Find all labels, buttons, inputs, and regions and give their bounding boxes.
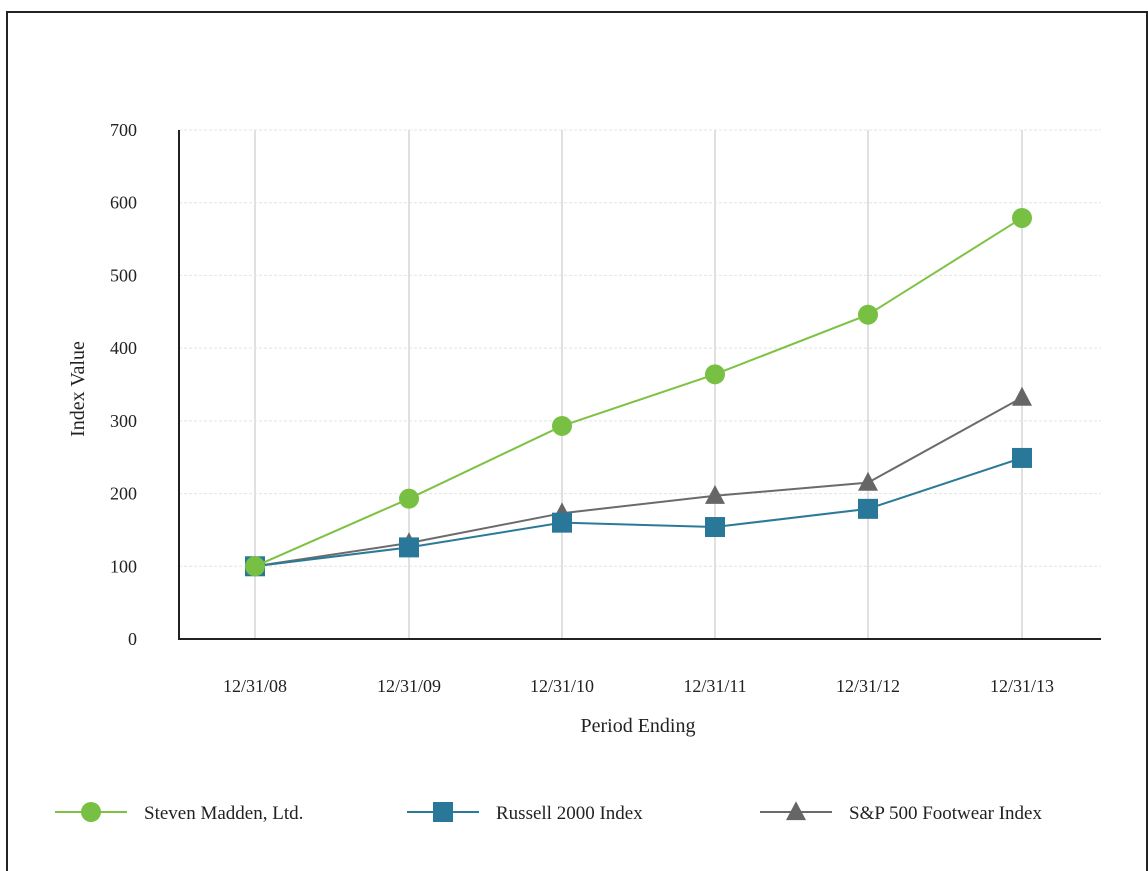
legend-label: Steven Madden, Ltd. xyxy=(144,803,303,824)
data-point xyxy=(399,488,419,509)
y-tick-label: 500 xyxy=(110,265,137,285)
y-axis-title: Index Value xyxy=(67,341,89,437)
data-point xyxy=(1012,447,1032,468)
data-point xyxy=(705,364,725,385)
chart-frame xyxy=(6,11,1148,871)
series-line xyxy=(254,396,1023,568)
data-point xyxy=(858,304,878,325)
y-tick-label: 300 xyxy=(110,411,137,431)
axes xyxy=(178,130,1101,640)
x-tick-label: 12/31/09 xyxy=(377,676,441,696)
series-group xyxy=(245,207,1032,577)
x-tick-label: 12/31/10 xyxy=(530,676,594,696)
series-line xyxy=(254,456,1023,568)
y-tick-labels: 0 100 200 300 400 500 600 700 xyxy=(110,120,137,649)
x-tick-labels: 12/31/08 12/31/09 12/31/10 12/31/11 12/31/12… xyxy=(223,676,1054,696)
x-tick-label: 12/31/13 xyxy=(990,676,1054,696)
data-point xyxy=(245,556,265,577)
legend-marker xyxy=(81,802,101,822)
legend: Steven Madden, Ltd. Russell 2000 Index S&P… xyxy=(55,801,1042,824)
y-tick-label: 100 xyxy=(110,556,137,576)
data-point xyxy=(399,537,419,558)
series-0 xyxy=(245,207,1032,577)
y-tick-label: 0 xyxy=(128,629,137,649)
series-2 xyxy=(245,386,1032,575)
legend-label: S&P 500 Footwear Index xyxy=(849,803,1042,824)
legend-item: Steven Madden, Ltd. xyxy=(55,802,303,824)
data-point xyxy=(705,517,725,538)
legend-marker xyxy=(786,801,806,821)
x-tick-label: 12/31/11 xyxy=(683,676,746,696)
data-point xyxy=(1012,386,1032,406)
y-tick-label: 400 xyxy=(110,338,137,358)
series-1 xyxy=(245,447,1032,577)
y-tick-label: 700 xyxy=(110,120,137,140)
legend-item: Russell 2000 Index xyxy=(407,802,643,824)
x-tick-label: 12/31/12 xyxy=(836,676,900,696)
x-axis-title: Period Ending xyxy=(581,715,696,737)
legend-label: Russell 2000 Index xyxy=(496,803,643,824)
legend-marker xyxy=(433,802,453,822)
gridlines xyxy=(179,129,1101,639)
series-line xyxy=(254,217,1023,568)
y-tick-label: 600 xyxy=(110,193,137,213)
data-point xyxy=(1012,207,1032,228)
x-tick-label: 12/31/08 xyxy=(223,676,287,696)
data-point xyxy=(858,471,878,491)
data-point xyxy=(858,498,878,519)
data-point xyxy=(705,484,725,504)
data-point xyxy=(552,415,572,436)
data-point xyxy=(552,512,572,533)
y-tick-label: 200 xyxy=(110,484,137,504)
legend-item: S&P 500 Footwear Index xyxy=(760,801,1042,824)
